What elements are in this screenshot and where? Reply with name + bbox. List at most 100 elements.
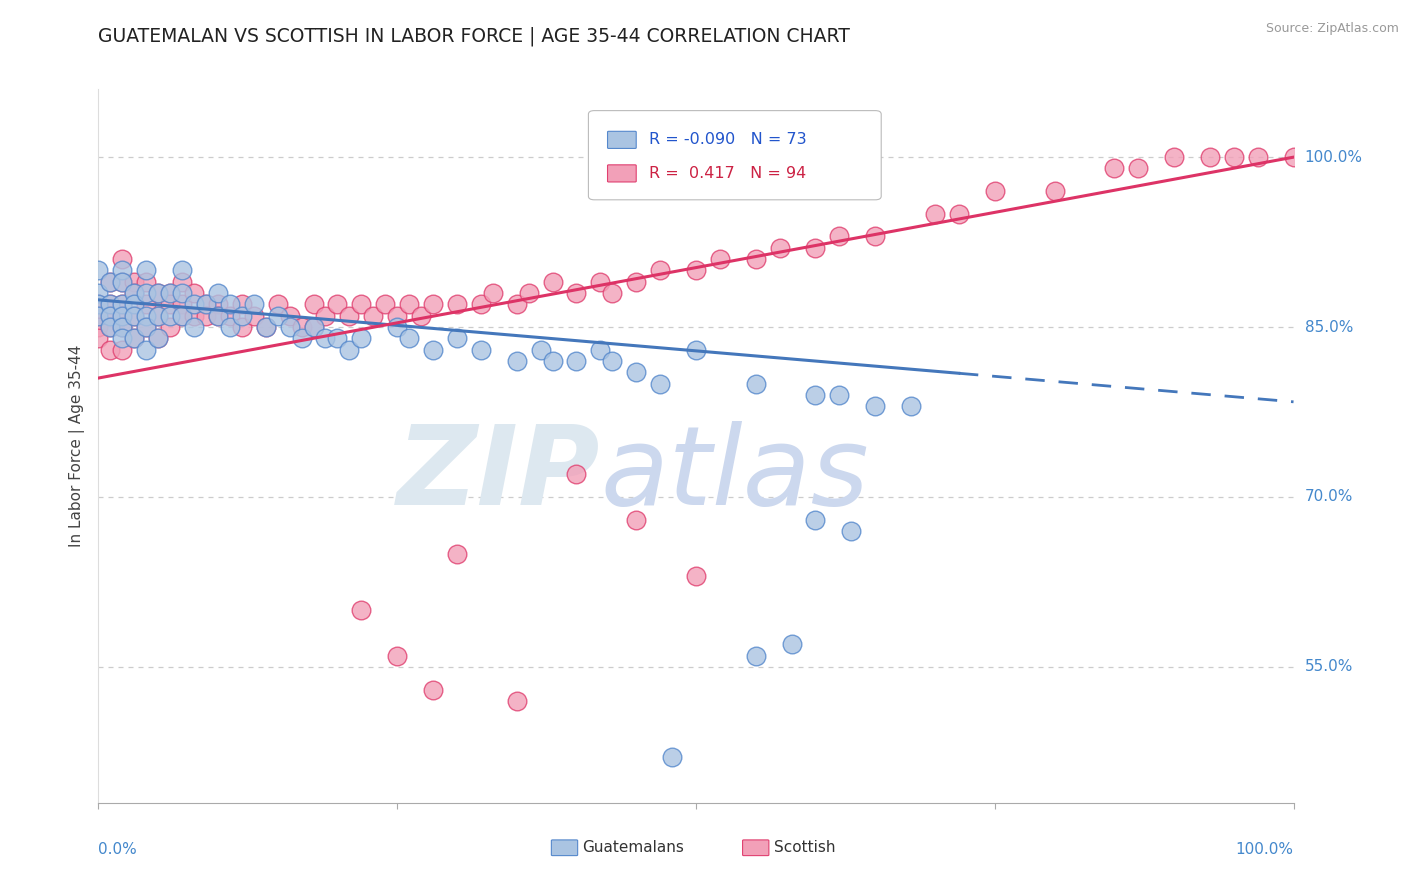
Point: [135, 309, 157, 323]
Point: [111, 309, 134, 323]
Point: [183, 286, 205, 301]
Point: [350, 297, 373, 311]
Point: [172, 309, 194, 323]
Point: [481, 286, 505, 301]
Point: [124, 297, 146, 311]
Point: [589, 275, 612, 289]
Point: [470, 343, 492, 357]
Point: [984, 184, 1007, 198]
Point: [87, 297, 110, 311]
Point: [148, 309, 170, 323]
Point: [541, 354, 564, 368]
Text: atlas: atlas: [600, 421, 869, 528]
Point: [243, 309, 266, 323]
Point: [828, 229, 851, 244]
Point: [124, 309, 146, 323]
Point: [148, 286, 170, 301]
Point: [243, 297, 266, 311]
Point: [804, 241, 827, 255]
Point: [111, 320, 134, 334]
Point: [685, 569, 707, 583]
Point: [602, 354, 624, 368]
Point: [195, 297, 218, 311]
Point: [315, 309, 337, 323]
Point: [124, 286, 146, 301]
Point: [183, 309, 205, 323]
Point: [87, 309, 110, 323]
Point: [446, 547, 468, 561]
FancyBboxPatch shape: [551, 840, 578, 855]
Point: [1043, 184, 1066, 198]
Point: [124, 331, 146, 345]
Point: [135, 343, 157, 357]
Point: [768, 241, 790, 255]
Point: [780, 637, 803, 651]
FancyBboxPatch shape: [742, 840, 769, 855]
Point: [1282, 150, 1305, 164]
Point: [98, 275, 122, 289]
Point: [267, 297, 290, 311]
Point: [148, 286, 170, 301]
Point: [135, 320, 157, 334]
Text: 0.0%: 0.0%: [98, 842, 138, 857]
Text: 85.0%: 85.0%: [1305, 319, 1353, 334]
Point: [685, 263, 707, 277]
Point: [302, 320, 325, 334]
Point: [124, 286, 146, 301]
Point: [159, 320, 181, 334]
Point: [804, 513, 827, 527]
Point: [135, 275, 157, 289]
Text: R = -0.090   N = 73: R = -0.090 N = 73: [650, 132, 807, 147]
Point: [195, 309, 218, 323]
Point: [530, 343, 553, 357]
Text: R =  0.417   N = 94: R = 0.417 N = 94: [650, 166, 807, 181]
Point: [87, 331, 110, 345]
Point: [231, 297, 253, 311]
Point: [865, 229, 887, 244]
Point: [124, 275, 146, 289]
Point: [517, 286, 540, 301]
Point: [111, 309, 134, 323]
Point: [219, 297, 242, 311]
Point: [350, 331, 373, 345]
Text: 100.0%: 100.0%: [1305, 150, 1362, 165]
Point: [87, 297, 110, 311]
Point: [172, 309, 194, 323]
Point: [1128, 161, 1150, 176]
Point: [422, 297, 444, 311]
Point: [446, 331, 468, 345]
Point: [87, 263, 110, 277]
Point: [111, 275, 134, 289]
FancyBboxPatch shape: [607, 131, 637, 148]
Point: [172, 297, 194, 311]
Point: [565, 467, 588, 482]
Point: [111, 263, 134, 277]
Point: [195, 297, 218, 311]
Point: [302, 320, 325, 334]
Text: Guatemalans: Guatemalans: [582, 840, 685, 855]
Point: [422, 682, 444, 697]
Point: [363, 309, 385, 323]
Point: [804, 388, 827, 402]
Point: [98, 343, 122, 357]
Text: 55.0%: 55.0%: [1305, 659, 1353, 674]
Point: [148, 309, 170, 323]
Point: [148, 331, 170, 345]
Point: [254, 320, 277, 334]
Text: 100.0%: 100.0%: [1236, 842, 1294, 857]
Point: [948, 207, 970, 221]
Point: [207, 309, 229, 323]
Point: [219, 309, 242, 323]
Point: [626, 275, 648, 289]
Point: [302, 297, 325, 311]
Point: [685, 343, 707, 357]
Point: [422, 343, 444, 357]
Point: [172, 263, 194, 277]
Point: [183, 320, 205, 334]
Point: [506, 297, 529, 311]
Point: [315, 331, 337, 345]
Point: [446, 297, 468, 311]
Point: [385, 309, 409, 323]
Point: [661, 750, 683, 764]
Point: [1223, 150, 1246, 164]
